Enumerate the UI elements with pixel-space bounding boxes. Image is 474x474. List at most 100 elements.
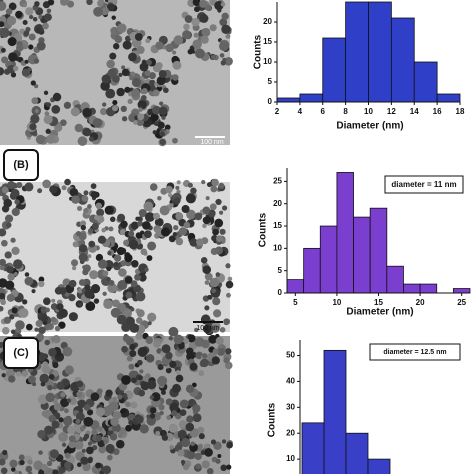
particle xyxy=(76,380,84,388)
particle xyxy=(194,452,202,461)
particle xyxy=(153,339,161,348)
bar xyxy=(386,265,404,294)
y-tick-label: 20 xyxy=(273,199,282,208)
particle xyxy=(156,76,166,86)
particle xyxy=(90,191,99,199)
particle xyxy=(215,458,221,464)
particle xyxy=(29,123,37,131)
particle xyxy=(126,355,133,362)
particle xyxy=(34,84,39,89)
particle xyxy=(117,433,123,438)
particle xyxy=(175,212,183,221)
particle xyxy=(119,247,127,255)
particle xyxy=(200,358,209,368)
y-tick-label: 20 xyxy=(286,428,295,437)
particle xyxy=(89,270,99,280)
particle xyxy=(120,105,127,113)
particle xyxy=(90,183,97,189)
particle xyxy=(155,41,164,50)
particle xyxy=(172,60,182,70)
bar xyxy=(390,17,415,103)
particle xyxy=(61,185,67,191)
particle xyxy=(57,470,64,474)
particle xyxy=(79,244,88,253)
particle xyxy=(138,234,143,239)
particle xyxy=(119,229,127,236)
particle xyxy=(189,362,198,371)
particle xyxy=(215,336,224,345)
particle xyxy=(202,206,211,215)
y-tick-label: 0 xyxy=(278,288,283,297)
particle xyxy=(139,424,149,434)
particle xyxy=(179,409,187,416)
y-tick-label: 0 xyxy=(268,97,273,106)
x-tick-label: 16 xyxy=(433,107,442,116)
particle xyxy=(182,463,190,471)
x-tick-label: 10 xyxy=(364,107,373,116)
particle xyxy=(102,270,109,277)
particle xyxy=(1,56,9,64)
particle xyxy=(107,283,118,293)
particle xyxy=(168,336,174,341)
particle xyxy=(103,2,108,8)
particle xyxy=(42,179,51,189)
particle xyxy=(7,273,15,281)
x-tick-label: 5 xyxy=(293,298,298,307)
particle xyxy=(159,138,166,146)
particle xyxy=(50,316,57,323)
x-tick-label: 14 xyxy=(410,107,419,116)
particle xyxy=(6,15,17,26)
particle xyxy=(226,292,231,298)
particle xyxy=(68,435,76,443)
particle xyxy=(97,439,105,448)
particle xyxy=(111,105,119,112)
particle xyxy=(186,209,196,220)
particle xyxy=(52,362,59,369)
particle xyxy=(211,324,220,333)
particle xyxy=(128,113,138,123)
particle xyxy=(172,383,181,393)
particle xyxy=(168,423,178,433)
particle xyxy=(117,280,128,291)
charts: 0 5 10 15 20 2 4 6 8 10 12 14 16 18 Counts Diameter (nm… xyxy=(253,1,471,474)
particle xyxy=(138,389,146,397)
particle xyxy=(204,443,210,449)
particle xyxy=(64,452,71,459)
particle xyxy=(178,227,188,236)
particle xyxy=(64,408,69,414)
particle xyxy=(38,326,46,335)
particle xyxy=(106,3,116,12)
particle xyxy=(185,347,194,356)
particle xyxy=(159,101,164,106)
particle xyxy=(16,371,22,377)
particle xyxy=(210,54,216,60)
particle xyxy=(172,232,178,237)
particle xyxy=(68,312,78,322)
particle xyxy=(109,216,116,223)
particle xyxy=(63,101,72,109)
particle xyxy=(173,35,184,45)
particle xyxy=(108,226,114,232)
particle xyxy=(138,107,143,112)
particle xyxy=(35,134,46,145)
particle xyxy=(140,95,147,101)
particle xyxy=(76,205,83,212)
particle xyxy=(173,224,179,231)
bar xyxy=(353,216,371,294)
particle xyxy=(102,291,107,296)
particle xyxy=(187,49,193,55)
particle xyxy=(131,77,142,88)
particle xyxy=(30,114,40,124)
particle xyxy=(16,182,23,189)
particle xyxy=(211,356,220,365)
particle xyxy=(186,450,196,460)
particle xyxy=(49,449,59,459)
particle xyxy=(44,13,52,22)
particle xyxy=(3,68,11,75)
particle xyxy=(211,288,217,294)
x-tick-label: 10 xyxy=(332,298,341,307)
y-tick-label: 15 xyxy=(263,37,272,46)
bar xyxy=(419,283,438,294)
tem-images xyxy=(0,0,234,474)
particle xyxy=(154,228,160,234)
